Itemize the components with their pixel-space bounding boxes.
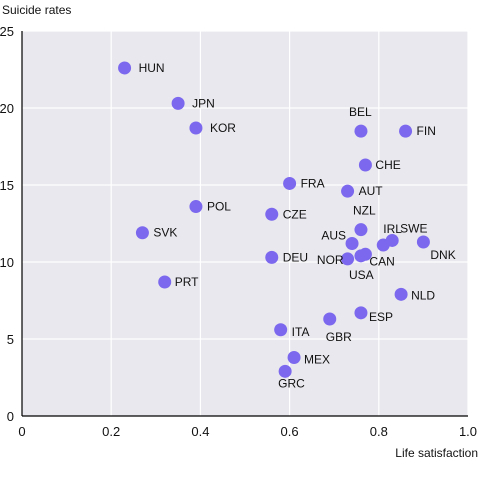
point-label-swe: SWE xyxy=(400,221,427,235)
y-tick-label: 25 xyxy=(0,24,14,39)
point-label-ita: ITA xyxy=(292,325,310,339)
data-point-prt xyxy=(158,275,172,289)
x-tick-label: 0.4 xyxy=(191,424,209,439)
point-label-pol: POL xyxy=(207,200,231,214)
data-point-usa xyxy=(354,249,368,263)
data-point-nor xyxy=(341,252,355,266)
x-axis-title: Life satisfaction xyxy=(395,446,478,460)
point-label-usa: USA xyxy=(349,268,374,282)
data-point-jpn xyxy=(171,96,185,110)
point-label-bel: BEL xyxy=(349,105,372,119)
point-label-grc: GRC xyxy=(278,376,305,390)
y-tick-label: 0 xyxy=(7,409,14,424)
data-point-che xyxy=(358,158,372,172)
data-point-cze xyxy=(265,207,279,221)
y-tick-label: 15 xyxy=(0,178,14,193)
point-label-deu: DEU xyxy=(283,250,308,264)
data-point-svk xyxy=(135,226,149,240)
point-label-gbr: GBR xyxy=(326,330,352,344)
point-label-cze: CZE xyxy=(283,207,307,221)
data-point-nld xyxy=(394,287,408,301)
data-point-fra xyxy=(283,176,297,190)
point-label-che: CHE xyxy=(375,158,400,172)
x-tick-label: 0.2 xyxy=(102,424,120,439)
data-point-aus xyxy=(345,237,359,251)
data-point-ita xyxy=(274,323,288,337)
data-point-grc xyxy=(278,364,292,378)
data-point-fin xyxy=(399,124,413,138)
data-point-deu xyxy=(265,250,279,264)
point-label-irl: IRL xyxy=(383,222,402,236)
point-label-nld: NLD xyxy=(411,288,435,302)
point-label-aus: AUS xyxy=(321,229,346,243)
y-tick-label: 20 xyxy=(0,101,14,116)
x-tick-label: 0.8 xyxy=(370,424,388,439)
data-point-nzl xyxy=(354,223,368,237)
data-point-swe xyxy=(385,233,399,247)
point-label-jpn: JPN xyxy=(192,96,215,110)
point-label-can: CAN xyxy=(369,254,394,268)
point-label-nor: NOR xyxy=(317,253,344,267)
data-point-mex xyxy=(287,350,301,364)
point-label-hun: HUN xyxy=(139,61,165,75)
data-point-esp xyxy=(354,306,368,320)
y-axis-title: Suicide rates xyxy=(2,3,71,17)
data-point-hun xyxy=(118,61,132,75)
x-axis-ticks: 0 0.2 0.4 0.6 0.8 1.0 xyxy=(18,424,477,439)
y-tick-label: 5 xyxy=(7,332,14,347)
point-label-svk: SVK xyxy=(153,226,177,240)
data-point-kor xyxy=(189,121,203,135)
gridlines xyxy=(22,30,469,416)
data-points: HUN JPN KOR BEL FIN CHE FRA AUT POL CZE NZL SVK AUS I… xyxy=(118,61,456,390)
data-point-dnk xyxy=(416,235,430,249)
x-tick-label: 1.0 xyxy=(459,424,477,439)
point-label-fra: FRA xyxy=(301,176,325,190)
point-label-esp: ESP xyxy=(369,310,393,324)
data-point-bel xyxy=(354,124,368,138)
point-label-fin: FIN xyxy=(417,124,436,138)
data-point-pol xyxy=(189,200,203,214)
plot-area xyxy=(22,31,468,416)
x-tick-label: 0 xyxy=(18,424,25,439)
data-point-aut xyxy=(341,184,355,198)
point-label-mex: MEX xyxy=(304,352,330,366)
point-label-dnk: DNK xyxy=(430,248,455,262)
point-label-kor: KOR xyxy=(210,121,236,135)
data-point-gbr xyxy=(323,312,337,326)
point-label-prt: PRT xyxy=(175,275,199,289)
y-axis-ticks: 0 5 10 15 20 25 xyxy=(0,24,14,424)
point-label-aut: AUT xyxy=(359,184,384,198)
y-tick-label: 10 xyxy=(0,255,14,270)
x-tick-label: 0.6 xyxy=(281,424,299,439)
point-label-nzl: NZL xyxy=(353,204,376,218)
